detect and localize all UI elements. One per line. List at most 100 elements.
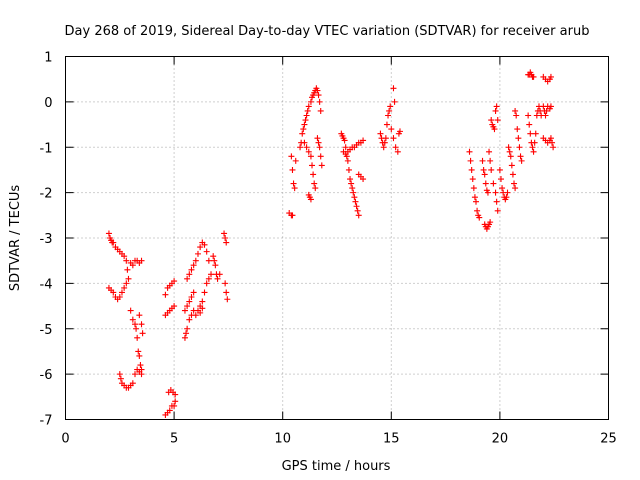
data-point	[344, 157, 351, 164]
data-point	[171, 278, 178, 285]
data-point	[224, 296, 231, 303]
data-point	[494, 117, 501, 124]
data-point	[513, 112, 520, 119]
data-point	[132, 321, 139, 328]
data-point	[530, 148, 537, 155]
data-point	[360, 176, 367, 183]
data-point	[396, 128, 403, 135]
data-point	[205, 275, 212, 282]
data-point	[351, 194, 358, 201]
data-point	[314, 135, 321, 142]
data-point	[390, 85, 397, 92]
y-tick-label-5: -4	[40, 277, 53, 292]
data-point	[192, 312, 199, 319]
data-point	[110, 239, 117, 246]
data-point	[342, 144, 349, 151]
data-point	[347, 176, 354, 183]
data-point	[190, 289, 197, 296]
data-point	[480, 166, 487, 173]
data-point	[316, 144, 323, 151]
data-point	[355, 212, 362, 219]
data-point	[133, 325, 140, 332]
chart-title: Day 268 of 2019, Sidereal Day-to-day VTE…	[65, 24, 590, 39]
data-point	[127, 307, 134, 314]
data-point	[105, 230, 112, 237]
data-point	[184, 275, 191, 282]
data-point	[345, 166, 352, 173]
data-point	[493, 198, 500, 205]
data-point	[318, 162, 325, 169]
data-point	[360, 137, 367, 144]
data-point	[470, 185, 477, 192]
y-tick-label-3: -2	[40, 187, 53, 202]
data-point	[385, 112, 392, 119]
data-point	[123, 257, 130, 264]
data-point	[527, 130, 534, 137]
data-point	[310, 171, 317, 178]
data-point	[124, 266, 131, 273]
data-point	[547, 135, 554, 142]
data-point	[192, 257, 199, 264]
data-point	[137, 362, 144, 369]
data-point	[487, 157, 494, 164]
y-tick-label-8: -7	[40, 414, 53, 429]
data-point	[188, 293, 195, 300]
data-point	[481, 171, 488, 178]
data-point	[391, 98, 398, 105]
data-point	[353, 203, 360, 210]
data-point	[315, 139, 322, 146]
data-point	[496, 166, 503, 173]
data-point	[290, 180, 297, 187]
data-point	[223, 239, 230, 246]
data-point	[291, 185, 298, 192]
data-point	[382, 135, 389, 142]
data-point	[222, 280, 229, 287]
data-point	[542, 112, 549, 119]
data-point	[504, 189, 511, 196]
data-point	[493, 103, 500, 110]
y-tick-label-7: -6	[40, 368, 53, 383]
data-point	[222, 235, 229, 241]
data-point	[216, 271, 223, 278]
data-point	[186, 271, 193, 278]
data-point	[208, 271, 215, 278]
data-point	[201, 289, 208, 296]
data-point	[136, 312, 143, 319]
data-point	[214, 275, 221, 282]
data-point	[299, 130, 306, 137]
data-point	[301, 121, 308, 128]
data-point	[194, 250, 201, 257]
y-axis-label: SDTVAR / TECUs	[8, 185, 23, 292]
x-tick-label-5: 25	[600, 432, 617, 447]
data-point	[482, 180, 489, 187]
data-point	[188, 266, 195, 273]
data-point	[317, 107, 324, 114]
data-point	[547, 103, 554, 110]
data-point	[490, 180, 497, 187]
data-point	[199, 305, 206, 312]
data-point	[516, 144, 523, 151]
y-tick-label-6: -5	[40, 323, 53, 338]
data-point	[383, 121, 390, 128]
x-tick-label-0: 0	[61, 432, 69, 447]
data-point	[211, 257, 218, 264]
data-point	[381, 139, 388, 146]
data-point	[210, 253, 217, 260]
data-point	[172, 391, 179, 398]
data-point	[476, 214, 483, 221]
data-point	[499, 185, 506, 192]
data-point	[303, 112, 310, 119]
data-point	[121, 253, 128, 260]
data-point	[212, 262, 219, 269]
data-point	[303, 144, 310, 151]
data-point	[129, 316, 136, 323]
y-tick-label-1: 0	[44, 96, 52, 111]
plot-frame	[65, 56, 609, 420]
data-point	[394, 148, 401, 155]
data-point	[530, 73, 537, 80]
data-point	[386, 107, 393, 114]
data-point	[505, 144, 512, 151]
data-point	[511, 180, 518, 187]
data-point	[341, 137, 348, 144]
data-point	[123, 280, 130, 287]
